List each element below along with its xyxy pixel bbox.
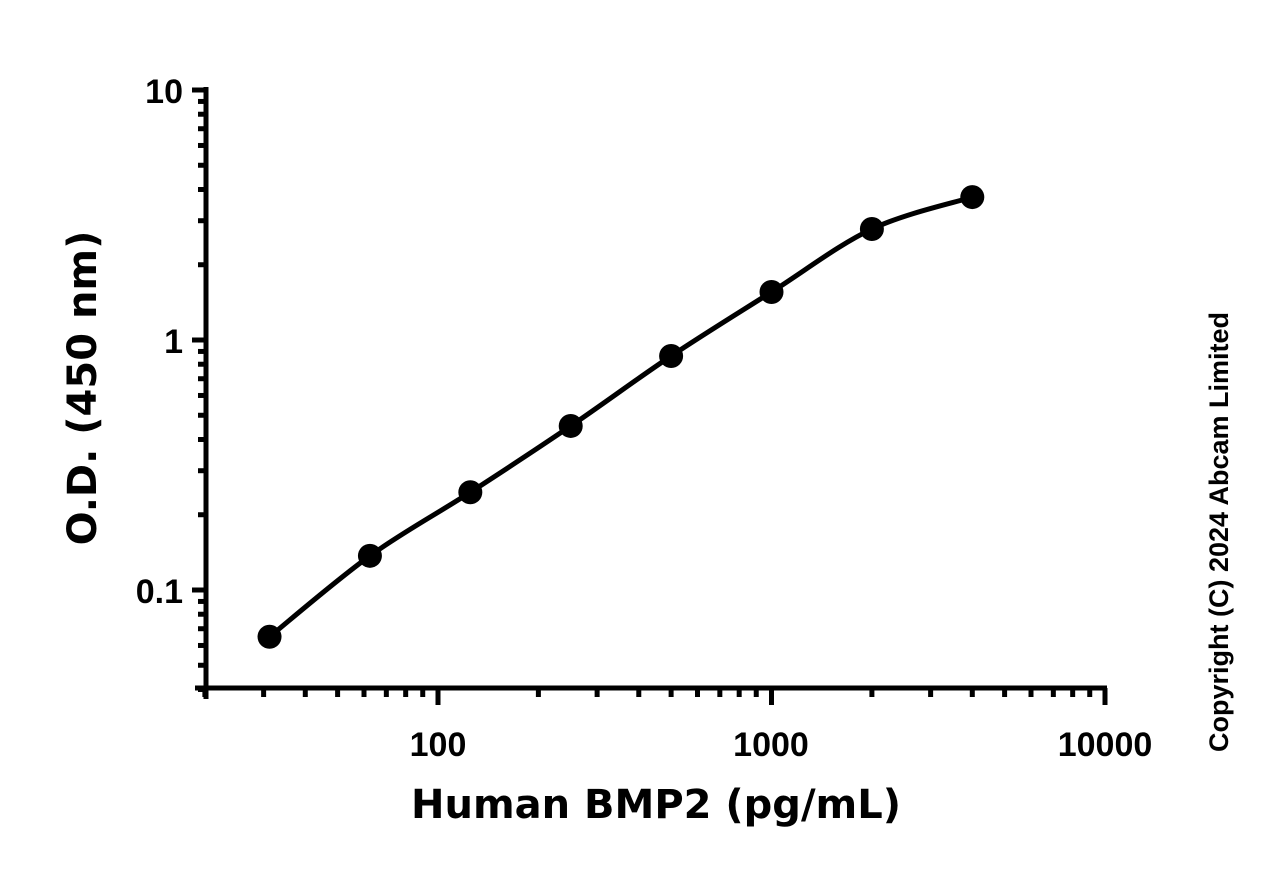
x-tick-label-1000: 1000 xyxy=(733,726,809,764)
data-points xyxy=(257,185,985,649)
data-point xyxy=(659,343,684,368)
copyright-notice: Copyright (C) 2024 Abcam Limited xyxy=(1204,312,1234,752)
data-point xyxy=(960,185,985,210)
fit-curve xyxy=(267,194,975,640)
data-point xyxy=(257,624,282,649)
data-point xyxy=(357,543,382,568)
y-axis-title: O.D. (450 nm) xyxy=(60,231,106,546)
y-axis xyxy=(192,87,209,699)
x-tick-label-10000: 10000 xyxy=(1058,726,1153,764)
data-point xyxy=(859,216,884,241)
data-point xyxy=(458,480,483,505)
x-tick-label-100: 100 xyxy=(410,726,467,764)
y-tick-label-10: 10 xyxy=(145,73,183,111)
data-point xyxy=(759,279,784,304)
data-point xyxy=(558,413,583,438)
x-axis-title: Human BMP2 (pg/mL) xyxy=(411,782,901,828)
y-tick-label-0.1: 0.1 xyxy=(136,573,183,611)
y-tick-label-1: 1 xyxy=(164,323,183,361)
x-axis xyxy=(195,685,1108,705)
